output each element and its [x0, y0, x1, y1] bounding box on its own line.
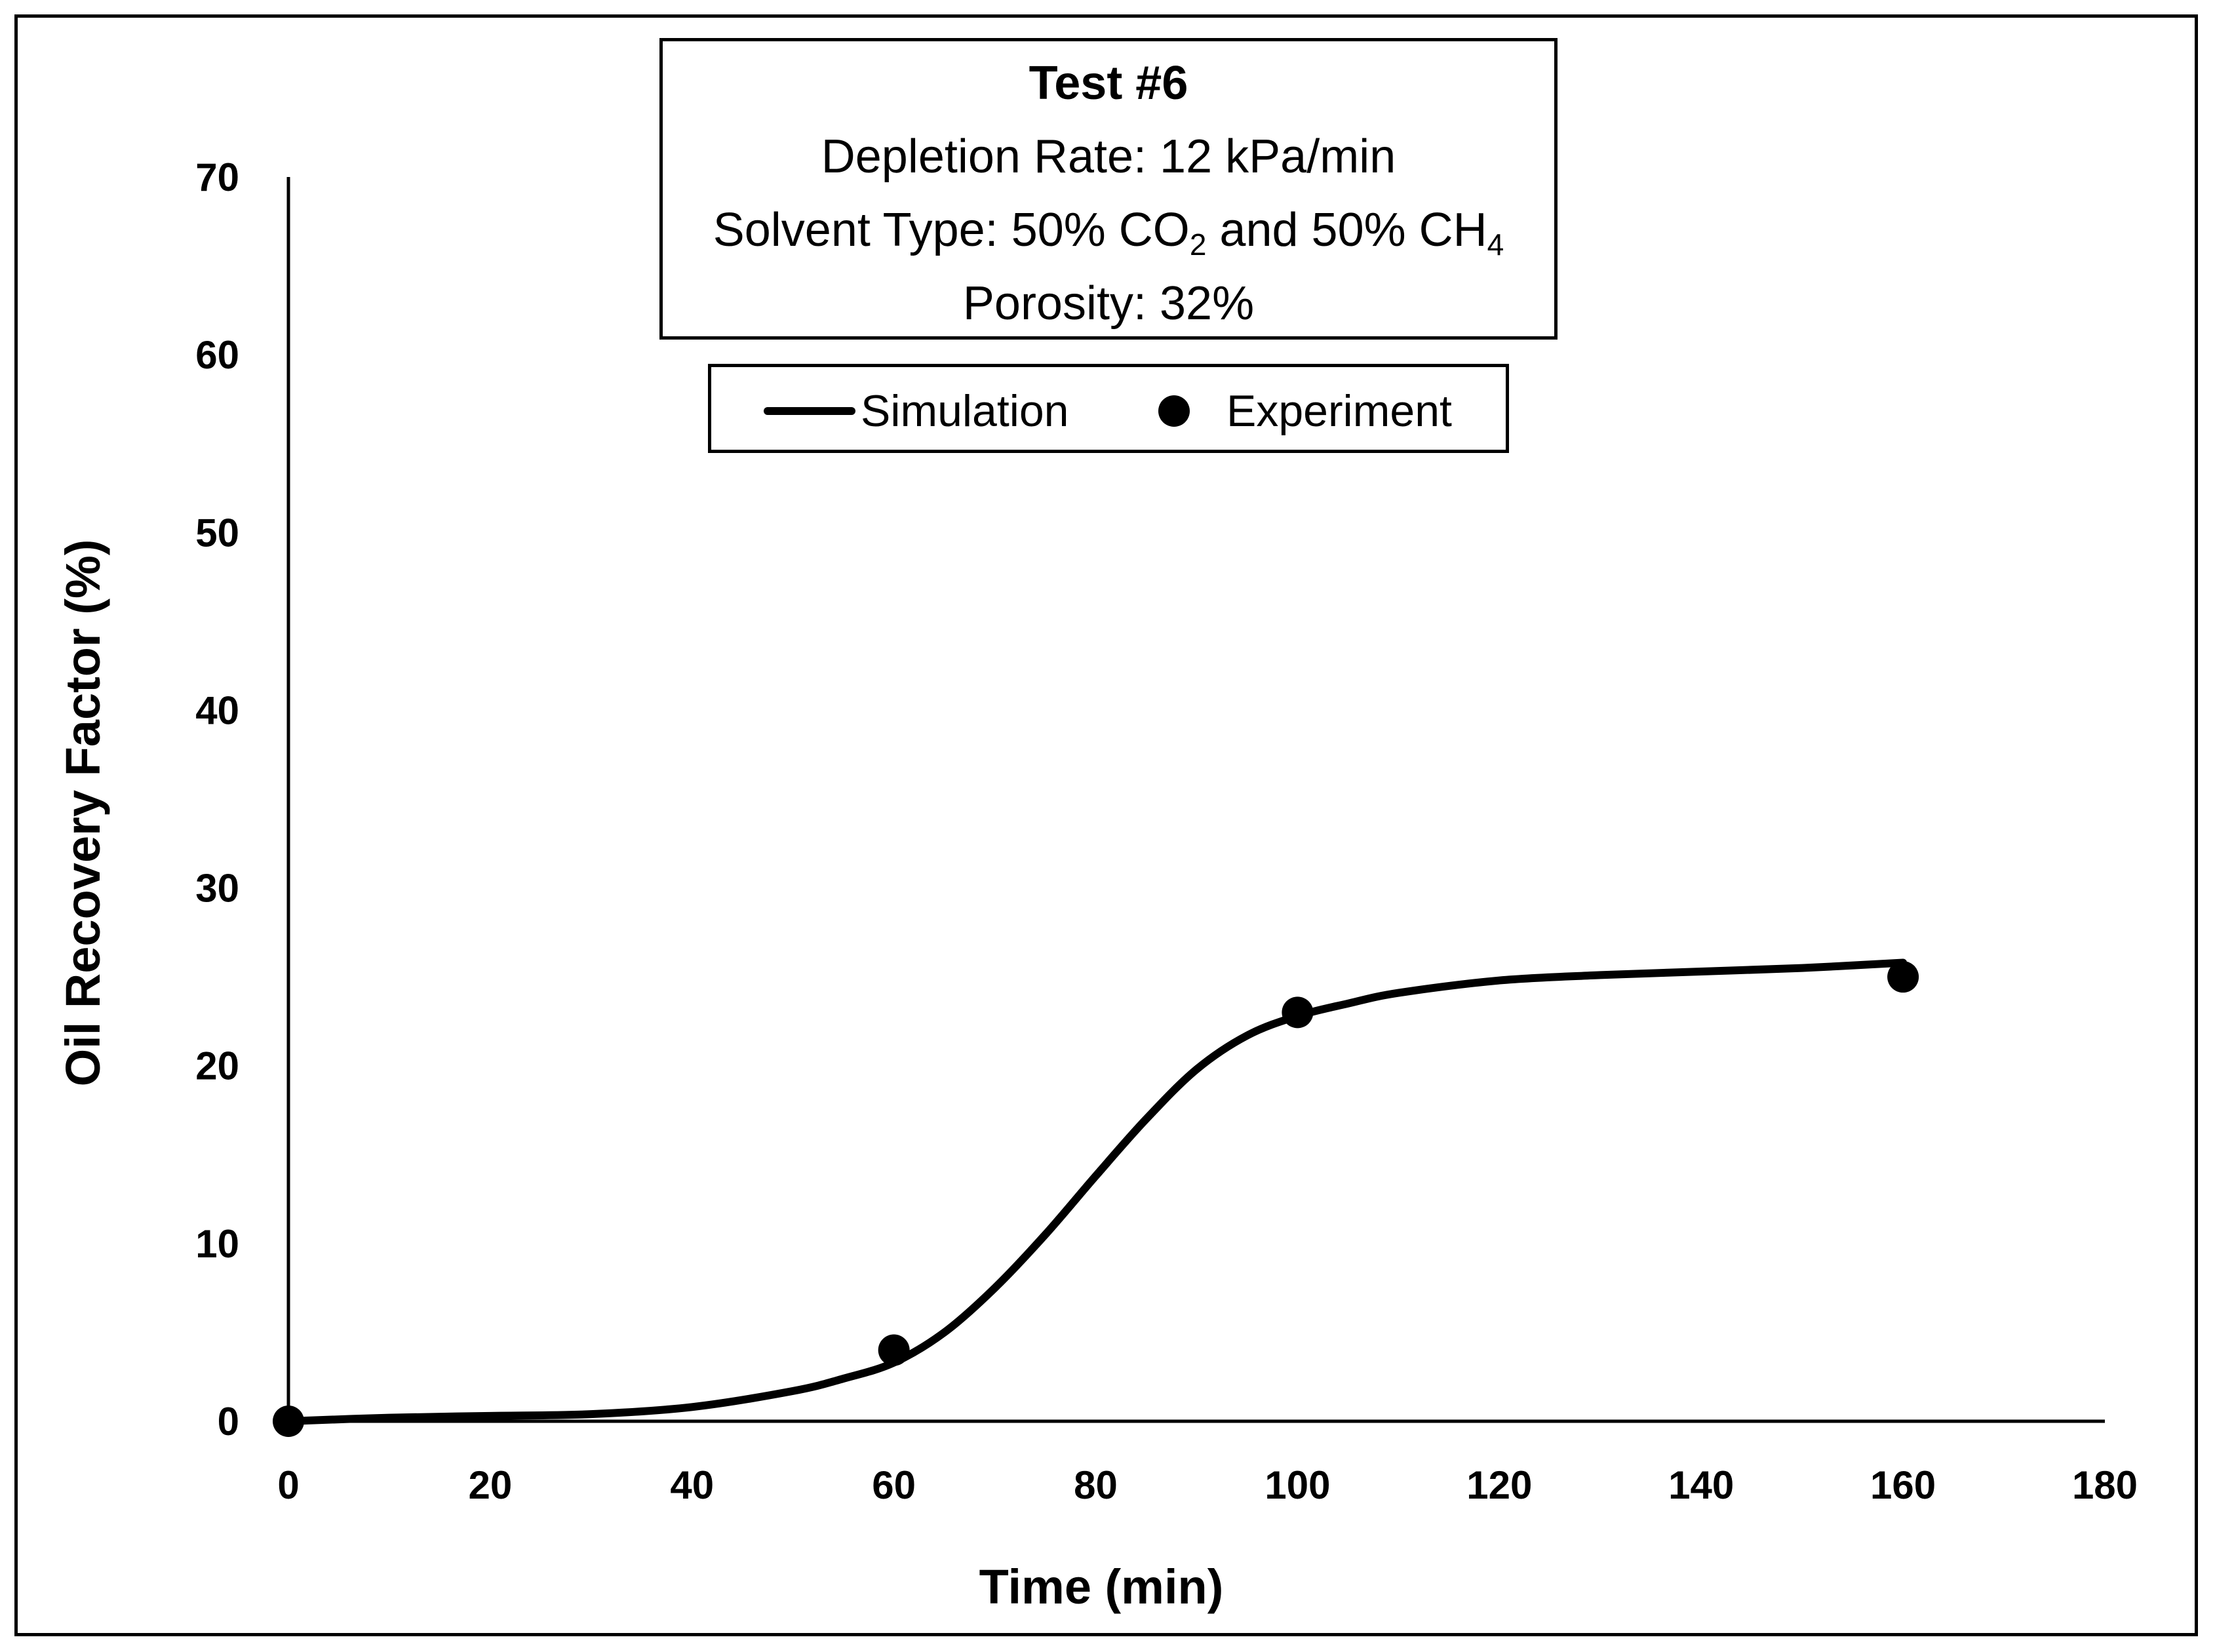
solvent-type-text: Solvent Type: 50% CO2 and 50% CH4	[663, 193, 1554, 267]
legend: Simulation Experiment	[708, 364, 1509, 453]
y-tick-label: 70	[195, 155, 239, 199]
y-axis-title: Oil Recovery Factor (%)	[56, 540, 110, 1087]
experiment-point	[1282, 996, 1314, 1029]
y-tick-label: 50	[195, 511, 239, 555]
x-tick-label: 20	[469, 1463, 513, 1507]
y-tick-label: 60	[195, 333, 239, 377]
depletion-rate-text: Depletion Rate: 12 kPa/min	[821, 130, 1396, 183]
x-axis-title: Time (min)	[979, 1560, 1224, 1614]
y-tick-label: 20	[195, 1044, 239, 1088]
x-tick-label: 0	[277, 1463, 299, 1507]
x-tick-label: 40	[670, 1463, 714, 1507]
x-tick-label: 60	[872, 1463, 916, 1507]
chart-info-box: Test #6 Depletion Rate: 12 kPa/min Solve…	[659, 38, 1558, 340]
y-tick-label: 0	[218, 1400, 239, 1444]
legend-label-experiment: Experiment	[1226, 386, 1452, 436]
y-tick-labels: 0 10 20 30 40 50 60 70	[195, 155, 239, 1444]
legend-label-simulation: Simulation	[861, 386, 1069, 436]
x-tick-label: 120	[1466, 1463, 1532, 1507]
x-tick-label: 160	[1870, 1463, 1936, 1507]
simulation-line	[284, 958, 1908, 1425]
y-tick-label: 30	[195, 867, 239, 911]
chart-title: Test #6	[1029, 57, 1188, 109]
solvent-prefix: Solvent Type: 50% CO	[713, 204, 1190, 256]
legend-dot-icon	[1158, 395, 1190, 427]
x-tick-labels: 0 20 40 60 80 100 120 140 160 180	[277, 1463, 2138, 1507]
x-tick-label: 100	[1264, 1463, 1330, 1507]
y-tick-label: 40	[195, 688, 239, 732]
axes	[286, 177, 2105, 1423]
y-tick-label: 10	[195, 1222, 239, 1266]
x-tick-label: 80	[1074, 1463, 1118, 1507]
solvent-subscript-co2: 2	[1189, 227, 1207, 262]
experiment-point	[273, 1406, 304, 1437]
solvent-subscript-ch4: 4	[1487, 227, 1504, 262]
experiment-point	[878, 1334, 910, 1366]
legend-line-icon	[764, 407, 855, 415]
series-layer	[273, 958, 1919, 1437]
solvent-mid: and 50% CH	[1206, 204, 1487, 256]
experiment-point	[1887, 961, 1919, 993]
x-tick-label: 180	[2072, 1463, 2138, 1507]
x-tick-label: 140	[1668, 1463, 1734, 1507]
porosity-text: Porosity: 32%	[962, 277, 1255, 330]
